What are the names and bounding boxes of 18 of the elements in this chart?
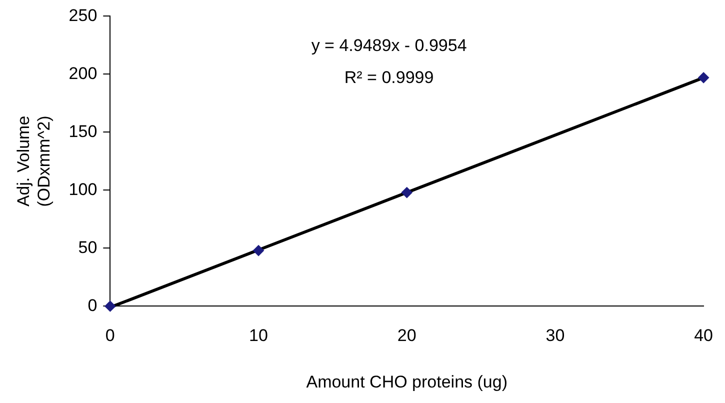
point xyxy=(698,72,710,84)
y-tick-label: 100 xyxy=(68,180,98,199)
y-tick-label: 0 xyxy=(88,296,98,315)
y-axis-title: Adj. Volume (ODxmm^2) xyxy=(14,116,54,207)
x-tick-label: 30 xyxy=(546,326,565,346)
x-tick-label: 40 xyxy=(694,326,714,346)
y-tick-label: 150 xyxy=(68,122,98,141)
annotation: y = 4.9489x - 0.9954 xyxy=(311,36,467,55)
point xyxy=(253,245,264,256)
x-tick-label: 0 xyxy=(105,326,115,346)
y-tick-label: 50 xyxy=(78,238,98,257)
point xyxy=(401,187,412,198)
x-axis-title: Amount CHO proteins (ug) xyxy=(306,372,508,392)
annotation: R² = 0.9999 xyxy=(344,68,434,87)
y-tick-label: 250 xyxy=(68,6,98,25)
y-tick-label: 200 xyxy=(68,64,98,83)
x-tick-label: 10 xyxy=(249,326,268,346)
x-tick-label: 20 xyxy=(397,326,416,346)
